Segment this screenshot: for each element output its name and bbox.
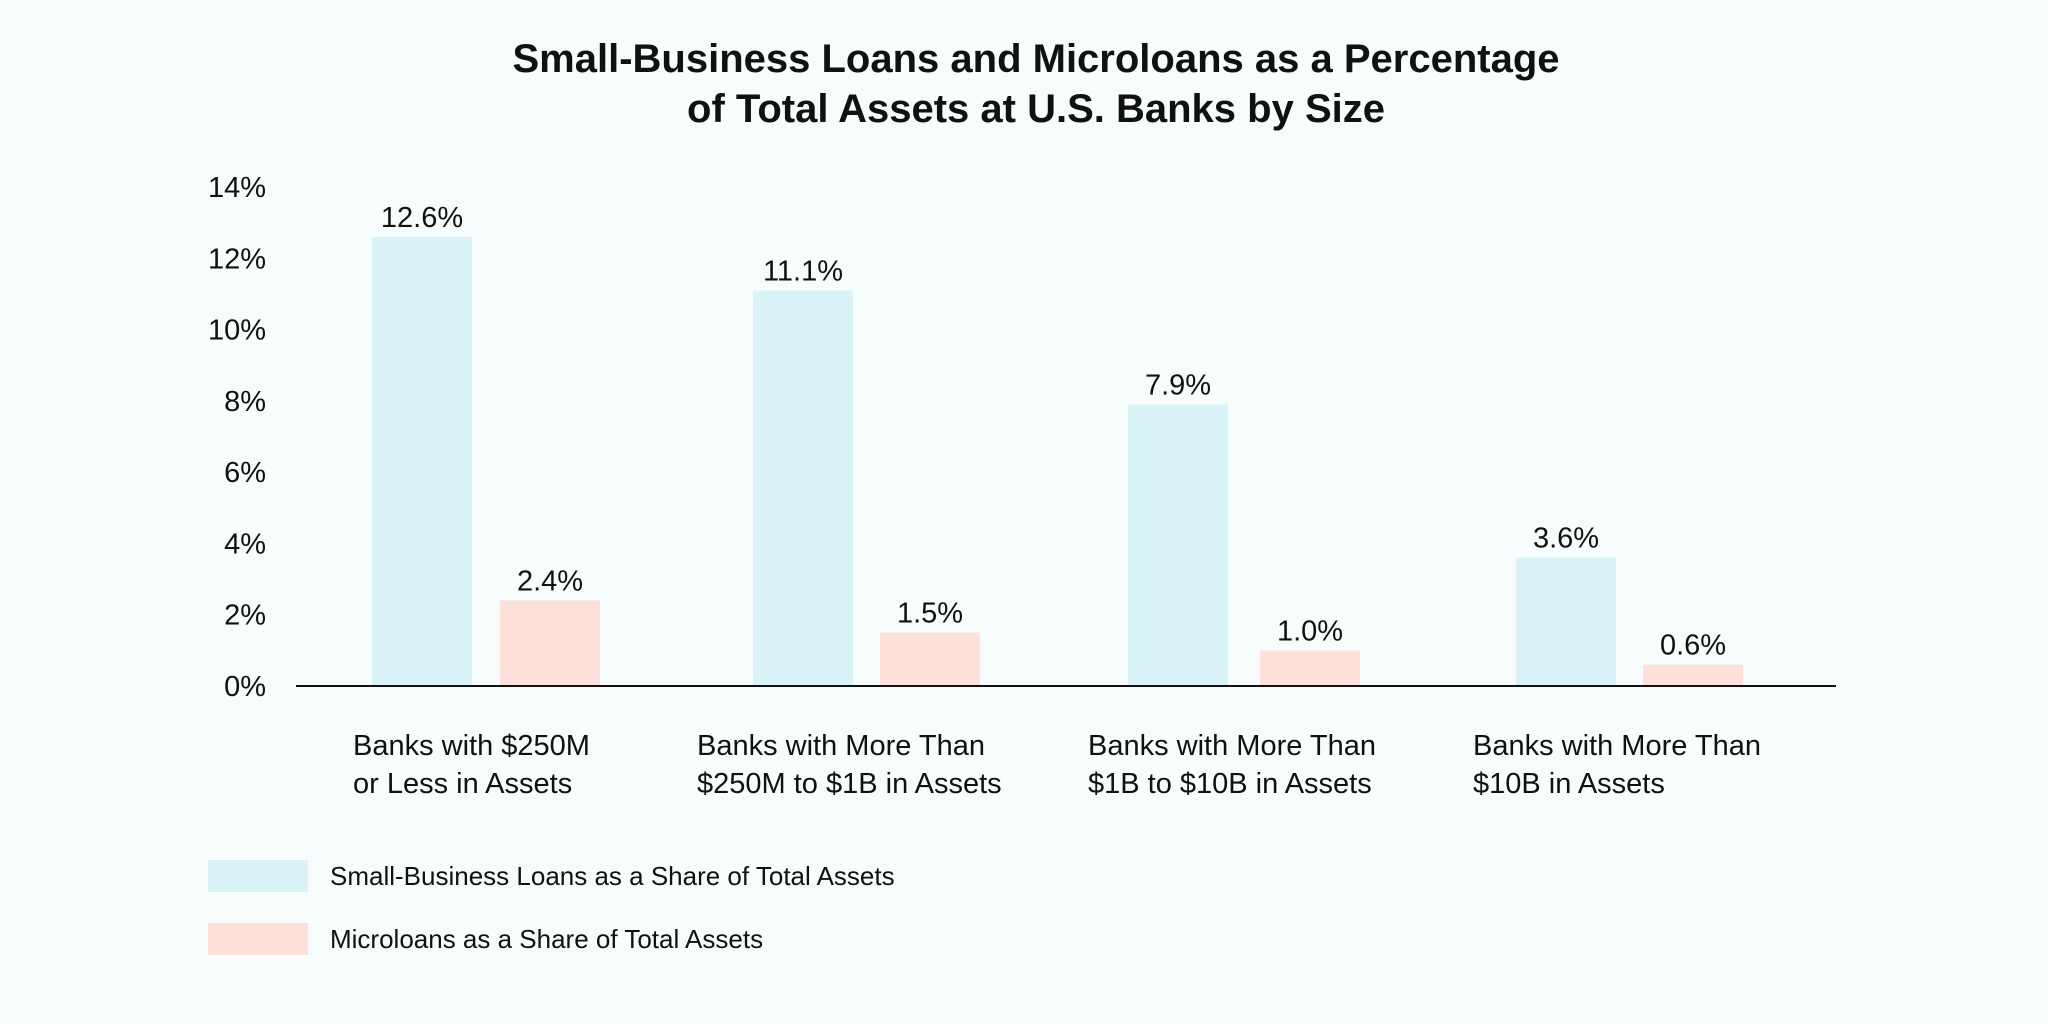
data-label: 7.9% — [1145, 369, 1211, 401]
legend-label-microloans: Microloans as a Share of Total Assets — [330, 923, 764, 954]
x-category-label-line: Banks with More Than — [1088, 730, 1376, 762]
x-category-label: Banks with More Than $10B in Assets — [1473, 730, 1761, 800]
x-category-label-line: or Less in Assets — [353, 768, 572, 800]
x-category-label-line: $250M to $1B in Assets — [697, 768, 1002, 800]
y-tick-label: 10% — [208, 315, 266, 347]
data-label: 3.6% — [1533, 523, 1599, 555]
bar — [372, 236, 472, 686]
legend-label-small-business-loans: Small-Business Loans as a Share of Total… — [330, 860, 895, 891]
y-tick-label: 4% — [224, 528, 266, 560]
x-category-label: Banks with More Than $1B to $10B in Asset… — [1088, 730, 1376, 800]
y-tick-label: 8% — [224, 386, 266, 418]
bar — [880, 632, 980, 686]
x-category-label-line: $10B in Assets — [1473, 768, 1665, 800]
bar — [1260, 650, 1360, 686]
y-tick-label: 0% — [224, 671, 266, 703]
x-category-label: Banks with More Than $250M to $1B in Asse… — [697, 730, 1002, 800]
bar — [753, 290, 853, 686]
y-tick-label: 2% — [224, 600, 266, 632]
chart-title: Small-Business Loans and Microloans as a… — [0, 34, 2048, 134]
chart-title-line-1: Small-Business Loans and Microloans as a… — [512, 37, 1560, 81]
bar — [1128, 404, 1228, 686]
legend-item-microloans: Microloans as a Share of Total Assets — [208, 922, 763, 956]
chart-title-line-2: of Total Assets at U.S. Banks by Size — [687, 87, 1385, 131]
data-label: 12.6% — [381, 202, 463, 234]
x-category-label-line: Banks with More Than — [697, 730, 985, 762]
data-label: 1.0% — [1277, 615, 1343, 647]
bar — [1516, 557, 1616, 686]
bar — [500, 600, 600, 686]
data-label: 11.1% — [763, 255, 843, 287]
data-label: 2.4% — [517, 565, 583, 597]
y-tick-label: 6% — [224, 457, 266, 489]
y-tick-label: 14% — [208, 172, 266, 204]
x-category-label-line: Banks with More Than — [1473, 730, 1761, 762]
x-category-label-line: Banks with $250M — [353, 730, 590, 762]
legend-swatch-microloans — [208, 923, 308, 955]
x-category-label-line: $1B to $10B in Assets — [1088, 768, 1372, 800]
bar — [1643, 664, 1743, 686]
legend-swatch-small-business-loans — [208, 860, 308, 892]
x-category-label: Banks with $250M or Less in Assets — [353, 730, 590, 800]
data-label: 0.6% — [1660, 630, 1726, 662]
data-label: 1.5% — [897, 598, 963, 630]
y-tick-label: 12% — [208, 243, 266, 275]
legend-item-small-business-loans: Small-Business Loans as a Share of Total… — [208, 859, 895, 893]
